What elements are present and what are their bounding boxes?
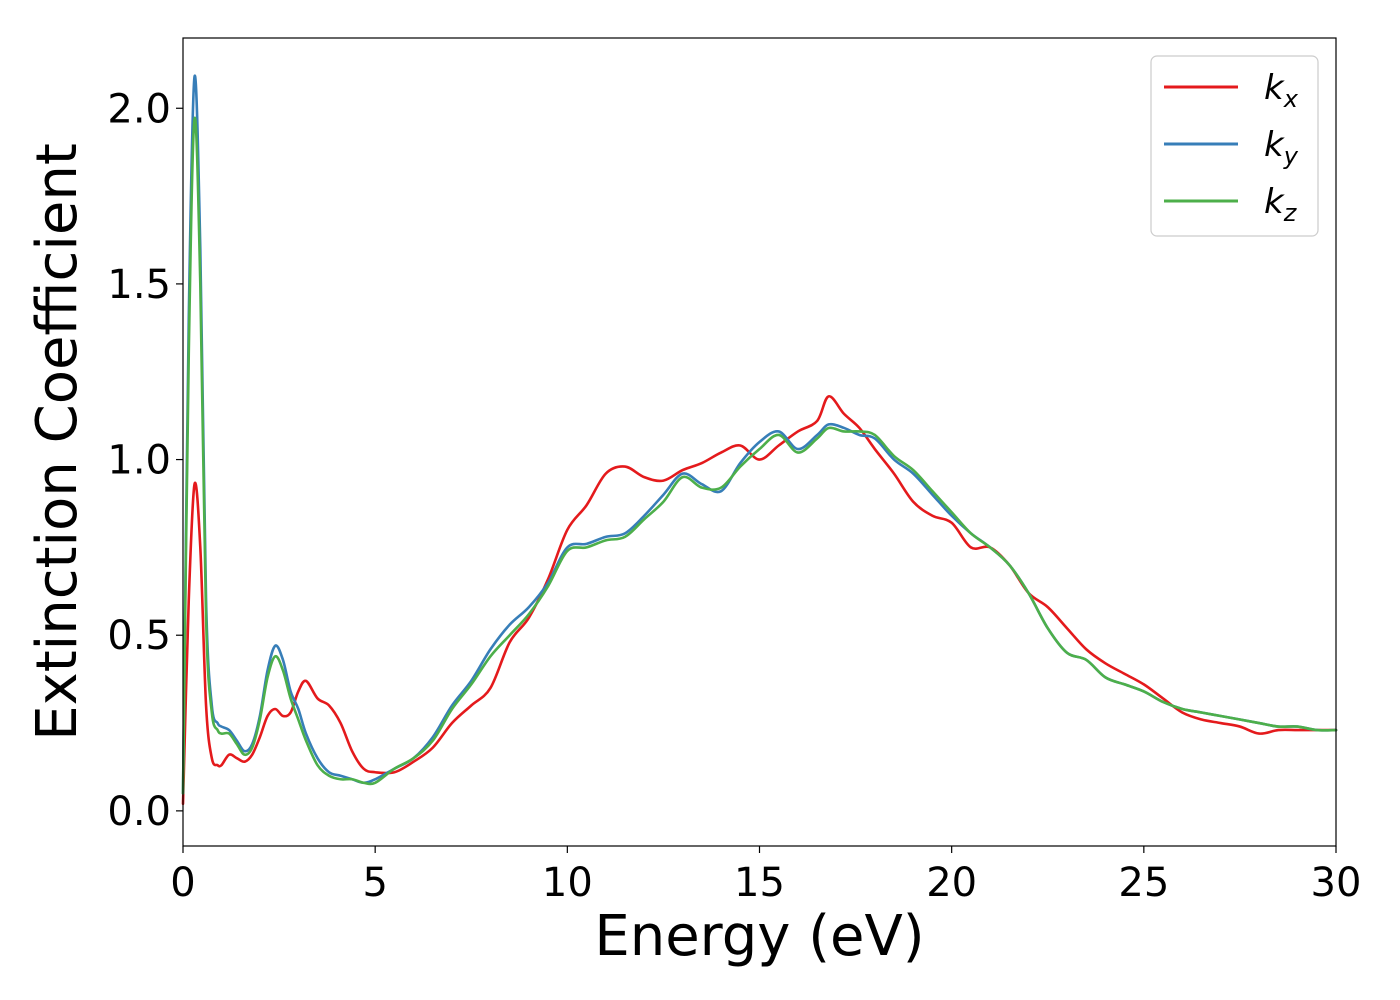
legend-label-y: ky [1264, 125, 1299, 170]
y-tick-label: 1.5 [107, 262, 171, 308]
x-tick-label: 5 [362, 860, 387, 906]
x-tick-label: 20 [926, 860, 977, 906]
x-ticks: 0 5 10 15 20 25 30 [170, 846, 1361, 906]
x-tick-label: 30 [1311, 860, 1362, 906]
legend-label-x: kx [1264, 68, 1299, 113]
y-tick-label: 0.5 [107, 613, 171, 659]
y-tick-label: 2.0 [107, 86, 171, 132]
y-tick-label: 0.0 [107, 789, 171, 835]
x-tick-label: 15 [734, 860, 785, 906]
x-tick-label: 25 [1118, 860, 1169, 906]
y-axis-label: Extinction Coefficient [25, 143, 90, 741]
y-ticks: 0.0 0.5 1.0 1.5 2.0 [107, 86, 183, 835]
legend-box [1150, 55, 1319, 237]
series-line-x [181, 395, 1338, 806]
legend: kx ky kz [1150, 55, 1319, 237]
series-line-z [181, 116, 1338, 795]
series-layer [181, 74, 1338, 806]
x-axis-label: Energy (eV) [594, 904, 924, 969]
y-tick-label: 1.0 [107, 438, 171, 484]
legend-label-z: kz [1264, 182, 1298, 227]
x-tick-label: 0 [170, 860, 195, 906]
x-tick-label: 10 [542, 860, 593, 906]
